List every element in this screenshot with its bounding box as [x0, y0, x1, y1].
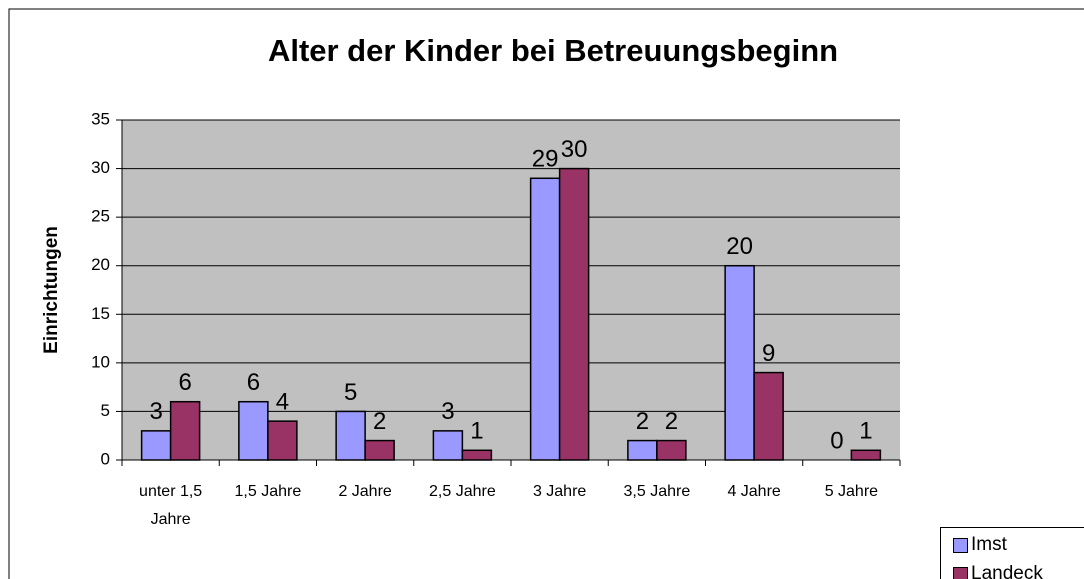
x-tick-label: 1,5 Jahre — [234, 483, 302, 500]
data-label: 2 — [373, 408, 386, 435]
bar — [267, 420, 298, 461]
data-label: 20 — [726, 233, 753, 260]
y-tick-label: 10 — [91, 352, 110, 371]
y-tick-label: 35 — [91, 109, 110, 128]
bar — [529, 177, 561, 461]
x-tick-label: unter 1,5 Jahre — [139, 483, 203, 528]
data-label: 2 — [636, 408, 649, 435]
data-label: 3 — [149, 398, 162, 425]
data-label: 0 — [830, 427, 843, 454]
y-tick-label: 25 — [91, 207, 110, 226]
bar — [335, 410, 366, 461]
data-label: 29 — [532, 146, 559, 173]
bar — [140, 430, 172, 461]
bar — [169, 400, 201, 461]
legend-item: Landeck — [953, 563, 1043, 579]
x-tick-label: 4 Jahre — [727, 483, 781, 500]
bar — [364, 439, 395, 461]
bar — [238, 400, 269, 461]
y-tick-label: 15 — [91, 304, 110, 323]
y-tick-label: 5 — [101, 401, 110, 420]
data-label: 6 — [178, 369, 191, 396]
legend-swatch — [953, 566, 968, 579]
x-tick-label: 5 Jahre — [824, 483, 879, 500]
data-label: 6 — [247, 369, 260, 396]
bar — [656, 439, 687, 461]
y-tick-label: 30 — [91, 158, 110, 177]
bar — [724, 264, 755, 461]
bar — [753, 371, 784, 461]
legend-label: Imst — [971, 534, 1007, 555]
bar — [432, 430, 464, 461]
legend: Imst Landeck — [940, 527, 1084, 579]
data-label: 2 — [665, 408, 678, 435]
y-axis-title: Einrichtungen — [41, 226, 62, 354]
legend-item: Imst — [953, 534, 1007, 556]
bar — [850, 449, 882, 461]
x-tick-label: 2 Jahre — [338, 483, 392, 500]
y-tick-label: 20 — [91, 255, 110, 274]
bar — [461, 449, 493, 461]
x-tick-label: 3,5 Jahre — [623, 483, 691, 500]
data-label: 5 — [344, 379, 357, 406]
data-label: 1 — [859, 418, 872, 445]
data-label: 1 — [470, 418, 483, 445]
legend-swatch — [953, 537, 968, 553]
x-tick-label: 2,5 Jahre — [429, 483, 496, 500]
data-label: 3 — [441, 398, 454, 425]
chart-border — [8, 8, 1084, 579]
data-label: 30 — [561, 136, 588, 163]
legend-label: Landeck — [971, 563, 1043, 579]
bar — [627, 439, 658, 461]
y-tick-label: 0 — [101, 449, 110, 468]
data-label: 9 — [762, 340, 775, 367]
chart-title: Alter der Kinder bei Betreuungsbeginn — [268, 33, 838, 68]
bar — [558, 167, 590, 461]
x-tick-label: 3 Jahre — [532, 483, 587, 500]
data-label: 4 — [276, 388, 289, 415]
